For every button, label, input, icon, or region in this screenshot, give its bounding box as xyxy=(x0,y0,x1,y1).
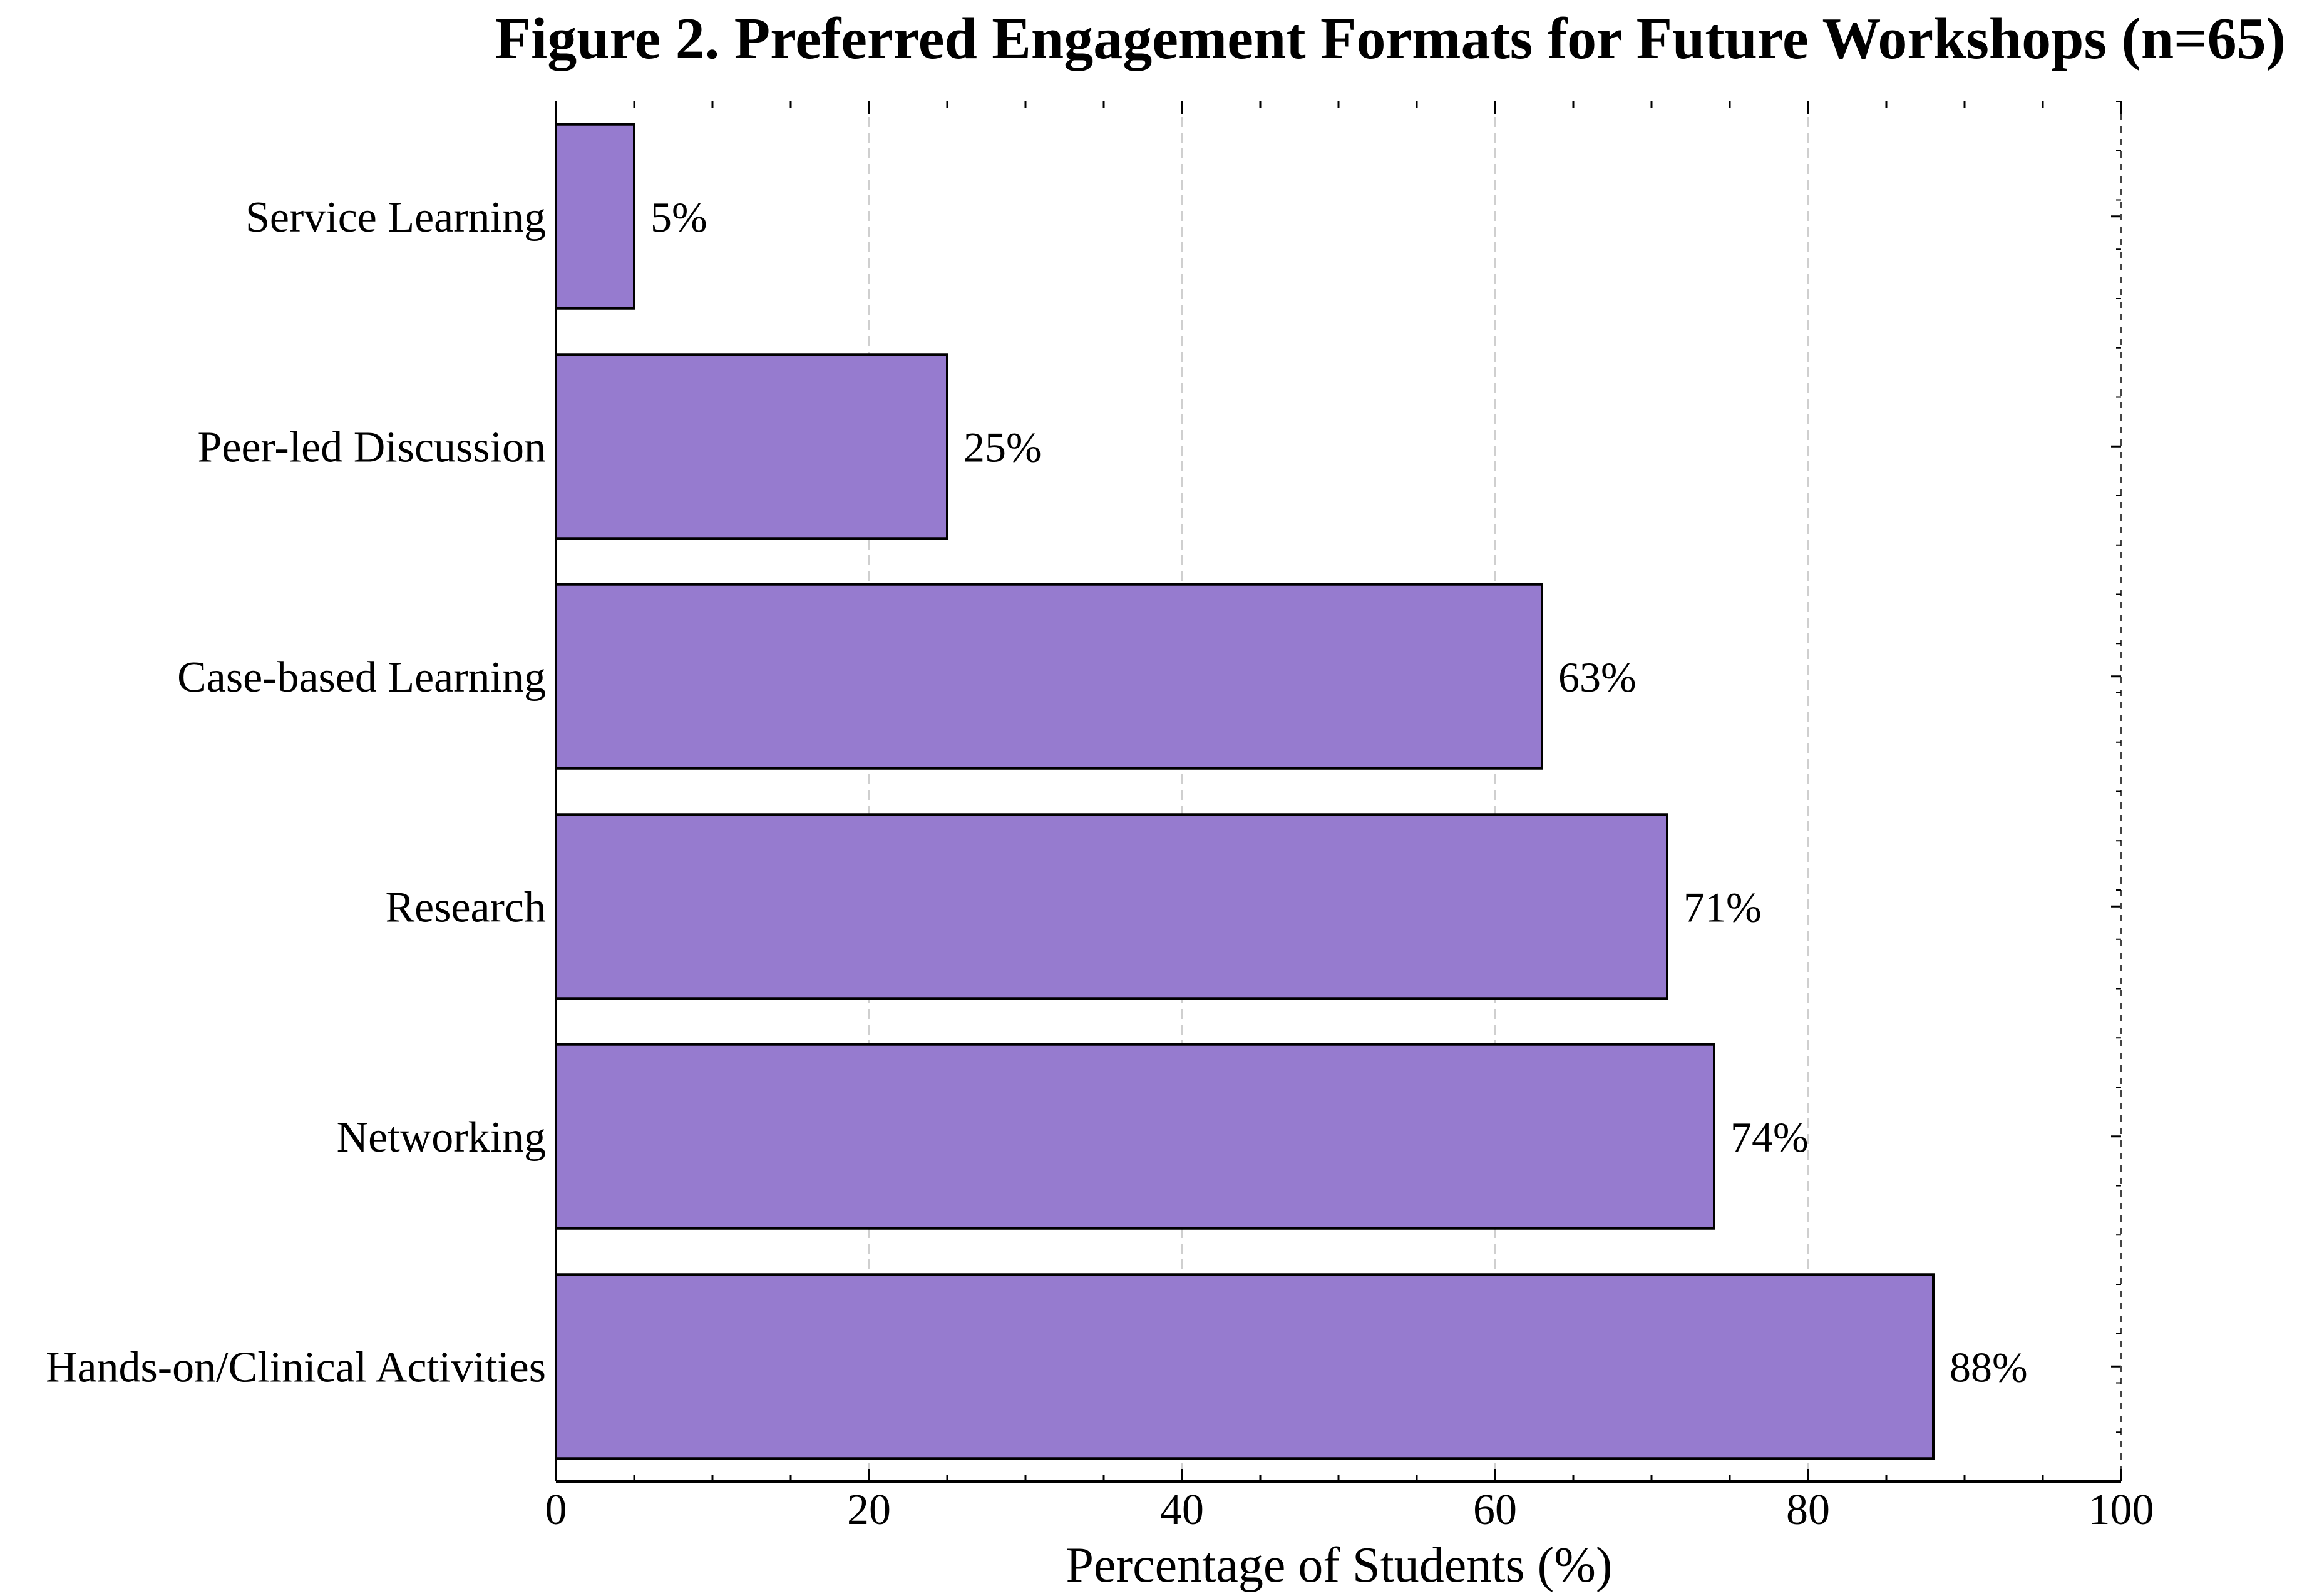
bar-3 xyxy=(555,813,1668,1000)
bar-0 xyxy=(555,123,635,310)
category-label-3: Research xyxy=(385,883,546,931)
x-tick-label-20: 20 xyxy=(847,1486,891,1534)
bars xyxy=(555,123,1935,1460)
labels: 5% Service Learning 25% Peer-led Discussion… xyxy=(46,193,2154,1534)
category-label-1: Peer-led Discussion xyxy=(197,423,546,471)
category-label-0: Service Learning xyxy=(245,193,546,242)
value-label-4: 74% xyxy=(1730,1113,1809,1161)
category-label-5: Hands-on/Clinical Activities xyxy=(46,1343,546,1391)
x-tick-label-60: 60 xyxy=(1473,1486,1517,1534)
x-tick-label-100: 100 xyxy=(2089,1486,2154,1534)
x-tick-label-40: 40 xyxy=(1160,1486,1204,1534)
x-tick-label-80: 80 xyxy=(1786,1486,1830,1534)
bar-1 xyxy=(555,353,948,540)
value-label-5: 88% xyxy=(1950,1343,2028,1391)
value-label-3: 71% xyxy=(1683,883,1762,931)
value-label-0: 5% xyxy=(650,193,707,241)
x-tick-label-0: 0 xyxy=(545,1486,567,1534)
value-label-2: 63% xyxy=(1558,653,1637,701)
bar-4 xyxy=(555,1043,1715,1230)
axes xyxy=(555,101,2122,1483)
category-label-2: Case-based Learning xyxy=(177,653,546,702)
bar-2 xyxy=(555,583,1543,770)
value-label-1: 25% xyxy=(964,423,1042,471)
chart-title: Figure 2. Preferred Engagement Formats f… xyxy=(495,6,2286,71)
bar-5 xyxy=(555,1273,1935,1460)
grid-lines xyxy=(868,101,1809,1481)
x-axis-label: Percentage of Students (%) xyxy=(1066,1538,1612,1593)
category-label-4: Networking xyxy=(337,1113,546,1162)
